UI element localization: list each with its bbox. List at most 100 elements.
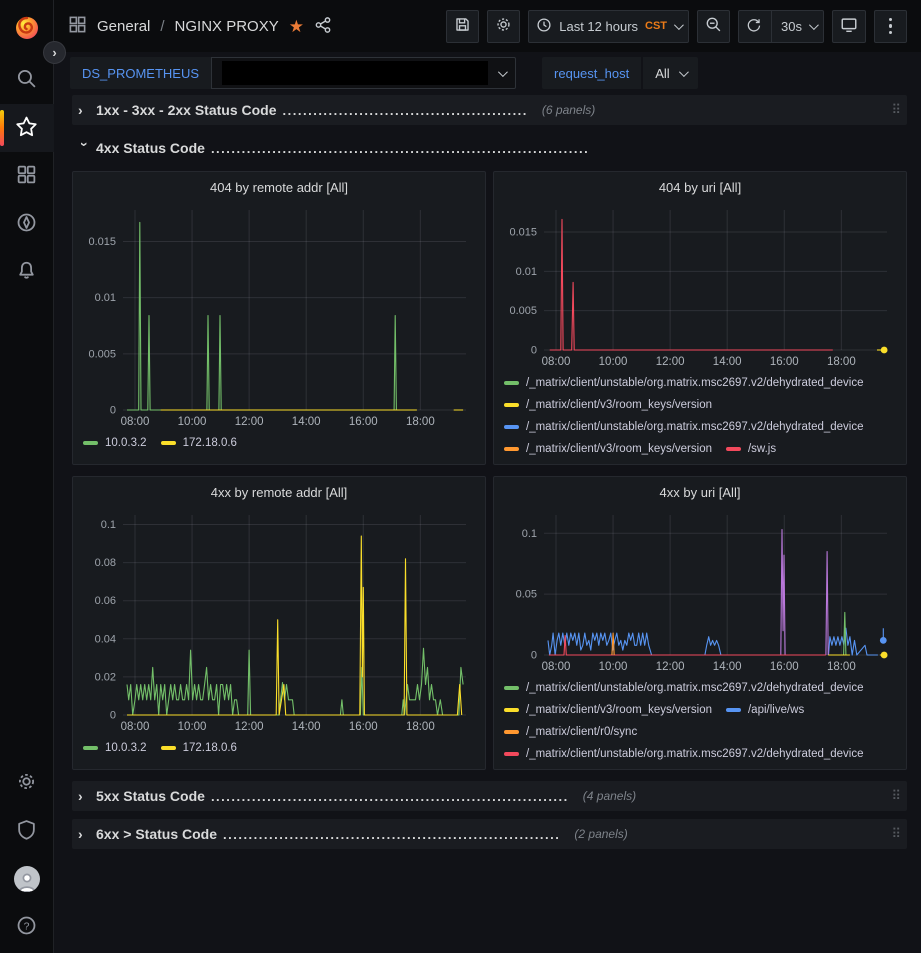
panel-title[interactable]: 404 by uri [All] bbox=[658, 179, 742, 195]
variable-datasource-label[interactable]: DS_PROMETHEUS bbox=[70, 57, 212, 89]
row-1xx-3xx-2xx[interactable]: › 1xx - 3xx - 2xx Status Code ..........… bbox=[72, 95, 907, 125]
sidebar-item-explore[interactable] bbox=[0, 200, 54, 248]
sidebar-item-profile[interactable] bbox=[0, 855, 54, 903]
variable-request-host-value-dropdown[interactable]: All bbox=[643, 57, 698, 89]
chevron-down-icon bbox=[673, 19, 684, 30]
legend-swatch bbox=[504, 447, 519, 451]
legend-item[interactable]: /_matrix/client/v3/room_keys/version bbox=[504, 394, 712, 416]
legend-item[interactable]: 172.18.0.6 bbox=[160, 737, 237, 759]
row-title: 5xx Status Code bbox=[96, 788, 205, 804]
grafana-logo[interactable] bbox=[0, 0, 54, 56]
legend-item[interactable]: 10.0.3.2 bbox=[83, 737, 147, 759]
timezone-label: CST bbox=[645, 20, 668, 32]
legend-item[interactable]: /_matrix/client/unstable/org.matrix.msc2… bbox=[504, 677, 864, 699]
shield-icon bbox=[16, 819, 37, 843]
sidebar-item-search[interactable] bbox=[0, 56, 54, 104]
dashboard-grid-icon bbox=[68, 15, 87, 37]
selected-value: All bbox=[655, 65, 670, 81]
legend-item[interactable]: 10.0.3.2 bbox=[83, 432, 147, 454]
legend-label: /api/live/ws bbox=[747, 704, 805, 716]
row-title-dots: ........................................… bbox=[223, 826, 561, 842]
legend-label: /_matrix/client/unstable/org.matrix.msc2… bbox=[526, 682, 864, 694]
panel-header[interactable]: 404 by uri [All] bbox=[494, 172, 906, 202]
legend-swatch bbox=[504, 403, 519, 407]
row-5xx[interactable]: › 5xx Status Code ......................… bbox=[72, 781, 907, 811]
tv-mode-button[interactable] bbox=[832, 9, 866, 43]
svg-text:0: 0 bbox=[531, 650, 537, 662]
svg-text:18:00: 18:00 bbox=[406, 416, 435, 428]
share-icon[interactable] bbox=[314, 16, 332, 37]
breadcrumb-folder[interactable]: General bbox=[97, 17, 151, 35]
legend-label: 10.0.3.2 bbox=[105, 742, 147, 754]
svg-text:0.015: 0.015 bbox=[88, 236, 116, 248]
chevron-right-icon: › bbox=[78, 788, 83, 804]
drag-handle-icon[interactable]: ⠿ bbox=[891, 826, 901, 841]
row-6xx[interactable]: › 6xx > Status Code ....................… bbox=[72, 819, 907, 849]
legend-item[interactable]: /_matrix/client/r0/sync bbox=[504, 721, 637, 743]
help-icon: ? bbox=[16, 915, 37, 939]
drag-handle-icon[interactable]: ⠿ bbox=[891, 788, 901, 803]
legend-label: /_matrix/client/unstable/org.matrix.msc2… bbox=[526, 748, 864, 760]
legend-swatch bbox=[504, 730, 519, 734]
panel-header[interactable]: 4xx by uri [All] bbox=[494, 477, 906, 507]
more-options-button[interactable] bbox=[874, 9, 907, 43]
chart-canvas[interactable]: 0 0.005 0.01 0.015 08:00 10:00 12:00 14:00 16:00… bbox=[79, 202, 479, 430]
legend-label: /_matrix/client/v3/room_keys/version bbox=[526, 399, 712, 411]
chart-canvas[interactable]: 0 0.005 0.01 0.015 08:00 10:00 12:00 14:00 16:00… bbox=[500, 202, 900, 370]
legend-swatch bbox=[504, 425, 519, 429]
legend-item[interactable]: /_matrix/client/unstable/org.matrix.msc2… bbox=[504, 416, 864, 438]
favorite-star-icon[interactable]: ★ bbox=[288, 16, 304, 36]
panel-title[interactable]: 404 by remote addr [All] bbox=[209, 179, 349, 195]
star-icon bbox=[16, 116, 37, 140]
expand-sidebar-button[interactable]: › bbox=[43, 41, 66, 64]
panel-4xx-by-uri: 4xx by uri [All] 0 0.05 0.1 08:00 10:00 12:00… bbox=[493, 476, 907, 770]
dashboard-settings-button[interactable] bbox=[487, 9, 521, 43]
svg-text:16:00: 16:00 bbox=[349, 416, 378, 428]
kebab-icon bbox=[888, 17, 893, 35]
svg-text:0.06: 0.06 bbox=[95, 595, 116, 607]
panel-title[interactable]: 4xx by remote addr [All] bbox=[210, 484, 348, 500]
sidebar-item-help[interactable]: ? bbox=[0, 903, 54, 951]
time-range-picker[interactable]: Last 12 hours CST bbox=[528, 9, 690, 43]
zoom-out-button[interactable] bbox=[697, 9, 731, 43]
chevron-down-icon: › bbox=[77, 142, 93, 147]
chevron-down-icon bbox=[808, 19, 819, 30]
svg-text:?: ? bbox=[24, 920, 30, 932]
legend-item[interactable]: /sw.js bbox=[725, 438, 776, 460]
legend-item[interactable]: /api/live/ws bbox=[725, 699, 805, 721]
refresh-button-group[interactable]: 30s bbox=[738, 9, 824, 43]
chart-canvas[interactable]: 0 0.05 0.1 08:00 10:00 12:00 14:00 16:00 18:00 bbox=[500, 507, 900, 675]
panel-legend: 10.0.3.2 172.18.0.6 bbox=[83, 432, 475, 460]
chart-canvas[interactable]: 0 0.02 0.04 0.06 0.08 0.1 08:00 10:00 12:00 14:00… bbox=[79, 507, 479, 735]
row-panel-count: (6 panels) bbox=[541, 103, 596, 117]
legend-item[interactable]: /_matrix/client/unstable/org.matrix.msc2… bbox=[504, 372, 864, 394]
legend-item[interactable]: /_matrix/client/v3/room_keys/version bbox=[504, 699, 712, 721]
svg-text:0.04: 0.04 bbox=[95, 633, 116, 645]
sidebar-item-starred[interactable] bbox=[0, 104, 54, 152]
svg-text:08:00: 08:00 bbox=[542, 661, 571, 673]
row-title-dots: ........................................… bbox=[210, 140, 590, 156]
drag-handle-icon[interactable]: ⠿ bbox=[891, 102, 901, 117]
svg-text:08:00: 08:00 bbox=[121, 721, 150, 733]
svg-text:16:00: 16:00 bbox=[349, 721, 378, 733]
legend-swatch bbox=[725, 447, 741, 451]
legend-label: /_matrix/client/v3/room_keys/version bbox=[526, 704, 712, 716]
sidebar-item-configuration[interactable] bbox=[0, 759, 54, 807]
row-4xx[interactable]: › 4xx Status Code ......................… bbox=[72, 133, 907, 163]
variable-datasource-value-dropdown[interactable] bbox=[211, 57, 517, 89]
page-title[interactable]: NGINX PROXY bbox=[174, 17, 279, 35]
panel-title[interactable]: 4xx by uri [All] bbox=[659, 484, 741, 500]
svg-text:08:00: 08:00 bbox=[121, 416, 150, 428]
variable-request-host-label[interactable]: request_host bbox=[542, 57, 642, 89]
sidebar-item-alerting[interactable] bbox=[0, 248, 54, 296]
sidebar-item-server-admin[interactable] bbox=[0, 807, 54, 855]
legend-label: 10.0.3.2 bbox=[105, 437, 147, 449]
panel-header[interactable]: 404 by remote addr [All] bbox=[73, 172, 485, 202]
sidebar-item-dashboards[interactable] bbox=[0, 152, 54, 200]
legend-label: /_matrix/client/r0/sync bbox=[526, 726, 638, 738]
legend-item[interactable]: /_matrix/client/v3/room_keys/version bbox=[504, 438, 712, 460]
legend-item[interactable]: /_matrix/client/unstable/org.matrix.msc2… bbox=[504, 743, 864, 765]
save-dashboard-button[interactable] bbox=[446, 9, 480, 43]
panel-header[interactable]: 4xx by remote addr [All] bbox=[73, 477, 485, 507]
legend-item[interactable]: 172.18.0.6 bbox=[160, 432, 237, 454]
